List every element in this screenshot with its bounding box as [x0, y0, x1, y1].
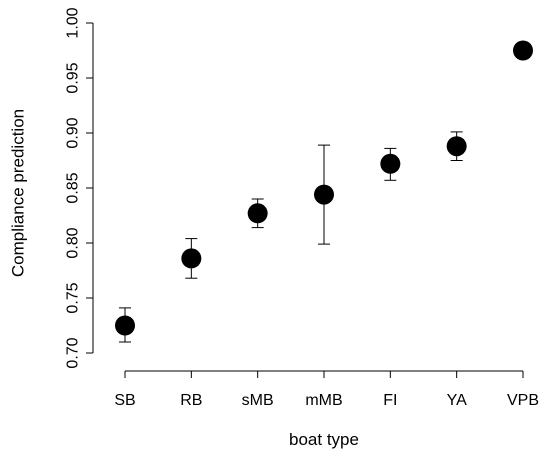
data-point-RB	[181, 248, 202, 269]
x-tick-label: VPB	[507, 392, 539, 409]
error-bars	[119, 131, 463, 343]
data-point-VPB	[513, 40, 533, 61]
y-tick-label: 0.70	[65, 337, 82, 368]
y-tick-label: 0.75	[65, 282, 82, 313]
y-tick-label: 1.00	[65, 7, 82, 38]
y-tick-label: 0.95	[65, 62, 82, 93]
y-tick-label: 0.90	[65, 117, 82, 148]
x-tick-label: sMB	[242, 392, 274, 409]
x-tick-label: FI	[383, 392, 397, 409]
y-axis-title: Compliance prediction	[9, 109, 28, 277]
x-tick-label: mMB	[305, 392, 342, 409]
y-tick-label: 0.80	[65, 227, 82, 258]
data-point-YA	[446, 136, 467, 157]
data-point-mMB	[314, 184, 334, 205]
data-point-SB	[115, 315, 135, 336]
y-axis: 0.70 0.75 0.80 0.85 0.90 0.95 1.00	[65, 7, 94, 369]
data-point-sMB	[247, 203, 268, 224]
x-axis: SB RB sMB mMB FI YA VPB	[114, 370, 539, 409]
x-tick-label: RB	[180, 392, 202, 409]
x-axis-title: boat type	[289, 430, 359, 449]
data-point-FI	[380, 153, 401, 174]
data-points	[115, 40, 533, 336]
x-tick-label: SB	[114, 392, 135, 409]
x-tick-label: YA	[447, 392, 467, 409]
y-tick-label: 0.85	[65, 172, 82, 203]
